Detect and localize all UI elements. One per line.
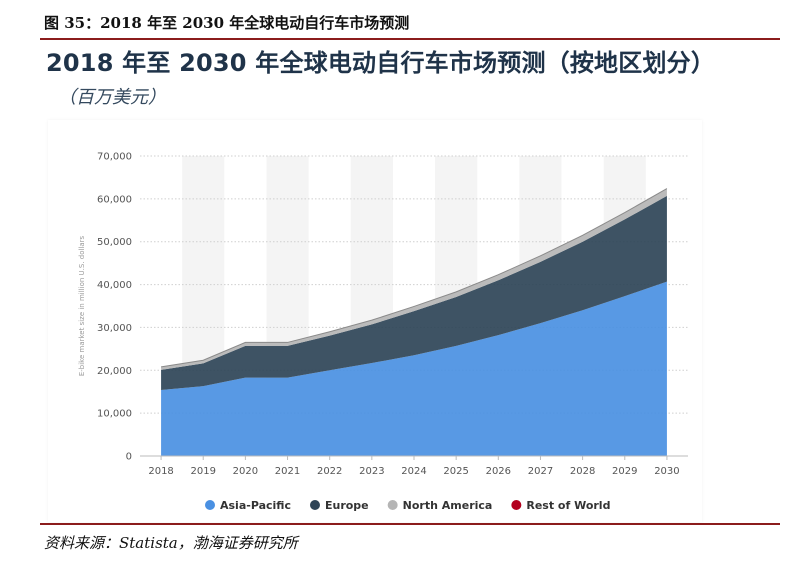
x-tick-label: 2027 <box>528 466 553 477</box>
legend-marker <box>387 500 398 510</box>
legend-label: Asia-Pacific <box>220 499 291 512</box>
y-tick-label: 40,000 <box>97 280 132 291</box>
area-chart: 0 10,000 20,000 30,000 40,000 50,000 60,000 70,… <box>78 152 688 512</box>
y-tick-label: 20,000 <box>97 366 132 377</box>
y-tick-label: 10,000 <box>97 409 132 420</box>
legend-marker <box>309 500 320 510</box>
source-note: 资料来源：Statista，渤海证券研究所 <box>44 534 298 552</box>
x-tick-label: 2019 <box>191 466 216 477</box>
x-tick-label: 2020 <box>233 466 258 477</box>
chart-subtitle: （百万美元） <box>58 87 166 108</box>
legend-label: Europe <box>325 499 369 512</box>
y-axis-title: E-bike market size in million U.S. dolla… <box>78 235 86 376</box>
chart-panel: 0 10,000 20,000 30,000 40,000 50,000 60,000 70,… <box>48 120 702 522</box>
top-rule <box>40 38 780 40</box>
y-tick-label: 50,000 <box>97 237 132 248</box>
x-tick-label: 2028 <box>570 466 595 477</box>
legend-marker <box>205 500 215 510</box>
x-tick-label: 2029 <box>612 466 637 477</box>
chart-title: 2018 年至 2030 年全球电动自行车市场预测（按地区划分） <box>46 49 716 77</box>
x-tick-label: 2022 <box>317 466 342 477</box>
x-tick-label: 2025 <box>443 466 468 477</box>
y-tick-label: 60,000 <box>97 194 132 205</box>
x-tick-label: 2018 <box>148 466 173 477</box>
total-outline <box>160 188 668 368</box>
figure-caption: 图 35：2018 年至 2030 年全球电动自行车市场预测 <box>44 14 410 32</box>
y-tick-label: 0 <box>126 452 132 463</box>
x-tick-label: 2023 <box>359 466 384 477</box>
y-tick-label: 30,000 <box>97 323 132 334</box>
area-asia-pacific <box>161 281 667 456</box>
bottom-rule <box>40 523 780 525</box>
x-tick-label: 2021 <box>275 466 300 477</box>
x-tick-label: 2030 <box>654 466 679 477</box>
legend-marker <box>511 500 522 510</box>
area-europe <box>161 195 667 390</box>
legend-label: North America <box>403 499 493 512</box>
x-tick-label: 2024 <box>401 466 426 477</box>
x-tick-label: 2026 <box>486 466 511 477</box>
legend-label: Rest of World <box>526 499 610 512</box>
y-tick-label: 70,000 <box>97 152 132 163</box>
